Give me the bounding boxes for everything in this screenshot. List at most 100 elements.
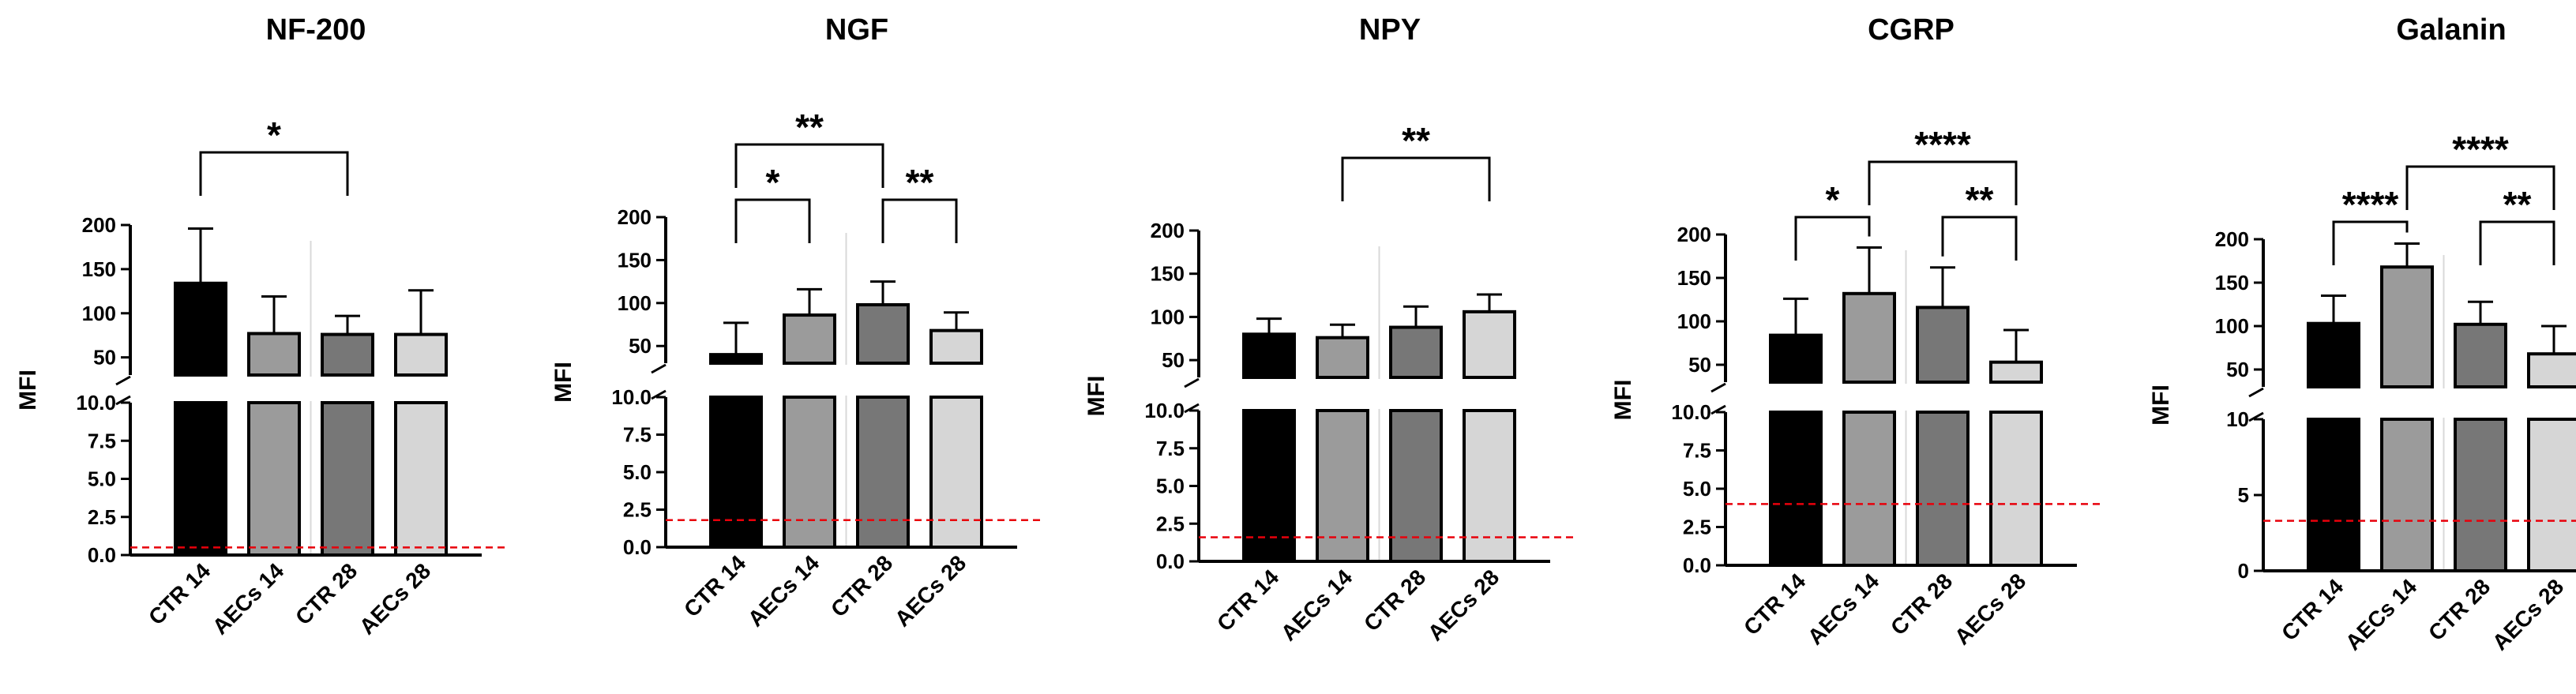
y-axis-label: MFI (550, 362, 576, 403)
axis-break-band (127, 377, 486, 401)
y-tick-label-upper: 150 (1677, 266, 1711, 290)
significance-bracket-2 (2405, 165, 2555, 210)
y-axis-label: MFI (1610, 380, 1636, 421)
chart-title: NF-200 (266, 13, 366, 47)
significance-bracket-0 (199, 151, 349, 196)
bar-2 (856, 303, 910, 365)
significance-bracket-2 (1868, 160, 2018, 205)
bar-3 (394, 332, 448, 377)
category-label-3: AECs 28 (890, 550, 971, 631)
bar-3-lower (2527, 418, 2576, 572)
bar-2 (2454, 322, 2507, 388)
bar-0-lower (2307, 418, 2360, 572)
chart-title: Galanin (2396, 13, 2506, 47)
y-tick-label-upper: 150 (2215, 271, 2249, 294)
y-tick-label-upper: 100 (618, 291, 652, 315)
y-tick-label-lower: 10 (2226, 407, 2249, 431)
axis-break-mark-upper (2248, 387, 2264, 398)
category-label-1: AECs 14 (2341, 574, 2422, 655)
y-tick-label-lower: 7.5 (623, 423, 652, 447)
y-tick-label-upper: 100 (2215, 314, 2249, 338)
axis-break-band (663, 365, 1022, 396)
axis-break-mark-upper (1184, 377, 1200, 388)
y-tick-label-upper: 150 (1151, 262, 1185, 286)
category-label-0: CTR 14 (1739, 568, 1810, 640)
bar-0-lower (1769, 411, 1823, 567)
axis-break-mark-upper (1710, 382, 1726, 393)
y-tick-label-lower: 5.0 (1156, 475, 1185, 498)
y-tick-label-lower: 5.0 (1683, 477, 1711, 501)
y-axis-label: MFI (15, 370, 41, 411)
bar-1-lower (2380, 418, 2434, 572)
category-label-0: CTR 14 (679, 550, 750, 621)
y-tick-label-upper: 50 (2226, 358, 2249, 381)
y-tick-label-lower: 10.0 (611, 385, 652, 409)
y-axis-label: MFI (2148, 385, 2174, 426)
bar-3-lower (929, 396, 983, 549)
bar-3-lower (1463, 409, 1516, 563)
significance-label-0: * (1826, 179, 1840, 220)
axis-break-mark-lower (1710, 404, 1726, 415)
bar-0 (709, 353, 763, 365)
y-tick-label-lower: 0 (2238, 559, 2249, 583)
bar-3-lower (1989, 411, 2043, 567)
axis-break-band (2260, 388, 2576, 418)
bar-1-lower (1842, 411, 1896, 567)
y-tick-label-lower: 2.5 (1156, 512, 1185, 535)
significance-bracket-2 (734, 143, 884, 188)
category-label-1: AECs 14 (1276, 565, 1357, 646)
y-tick-label-lower: 0.0 (1683, 553, 1711, 577)
bar-1 (247, 332, 301, 377)
y-tick-label-upper: 50 (1162, 348, 1185, 372)
significance-bracket-1 (2479, 220, 2555, 265)
y-tick-label-upper: 200 (1677, 223, 1711, 246)
category-label-1: AECs 14 (208, 558, 289, 640)
bar-1-lower (247, 401, 301, 557)
bar-2-lower (1916, 411, 1970, 567)
axis-break-mark-lower (115, 395, 131, 406)
category-label-0: CTR 14 (144, 558, 215, 629)
bar-0-lower (1242, 409, 1296, 563)
bar-3 (1463, 309, 1516, 379)
significance-bracket-0 (734, 198, 811, 243)
significance-label-1: ** (2503, 184, 2532, 225)
category-label-0: CTR 14 (1212, 565, 1283, 636)
axis-break-mark-lower (1184, 403, 1200, 414)
y-tick-label-upper: 150 (618, 248, 652, 272)
y-tick-label-upper: 100 (1151, 305, 1185, 328)
y-tick-label-lower: 2.5 (1683, 516, 1711, 539)
y-tick-label-upper: 50 (629, 334, 652, 358)
significance-label-2: ** (795, 107, 824, 148)
y-axis-label: MFI (1083, 376, 1110, 417)
bar-3 (2527, 352, 2576, 389)
bar-2-lower (856, 396, 910, 549)
category-label-3: AECs 28 (2488, 574, 2568, 655)
y-tick-label-lower: 5 (2238, 483, 2249, 507)
significance-label-0: * (267, 114, 281, 156)
y-tick-label-lower: 2.5 (88, 505, 116, 529)
category-label-1: AECs 14 (743, 550, 824, 632)
significance-bracket-1 (881, 198, 958, 243)
category-label-3: AECs 28 (1950, 568, 2030, 649)
y-tick-label-lower: 0.0 (1156, 550, 1185, 573)
bar-0 (1242, 332, 1296, 380)
bar-2-lower (1389, 409, 1443, 563)
category-label-3: AECs 28 (1423, 565, 1504, 645)
y-tick-label-lower: 0.0 (88, 543, 116, 567)
y-tick-label-lower: 5.0 (623, 460, 652, 484)
significance-bracket-1 (1941, 216, 2018, 261)
significance-label-1: ** (906, 162, 934, 203)
bar-1 (2380, 265, 2434, 389)
y-tick-label-lower: 10.0 (1671, 400, 1711, 424)
y-tick-label-lower: 5.0 (88, 467, 116, 491)
y-tick-label-upper: 100 (1677, 309, 1711, 333)
axis-break-mark-lower (651, 389, 667, 400)
significance-bracket-0 (1341, 156, 1491, 201)
chart-title: NGF (825, 13, 888, 47)
bar-2 (1916, 306, 1970, 384)
